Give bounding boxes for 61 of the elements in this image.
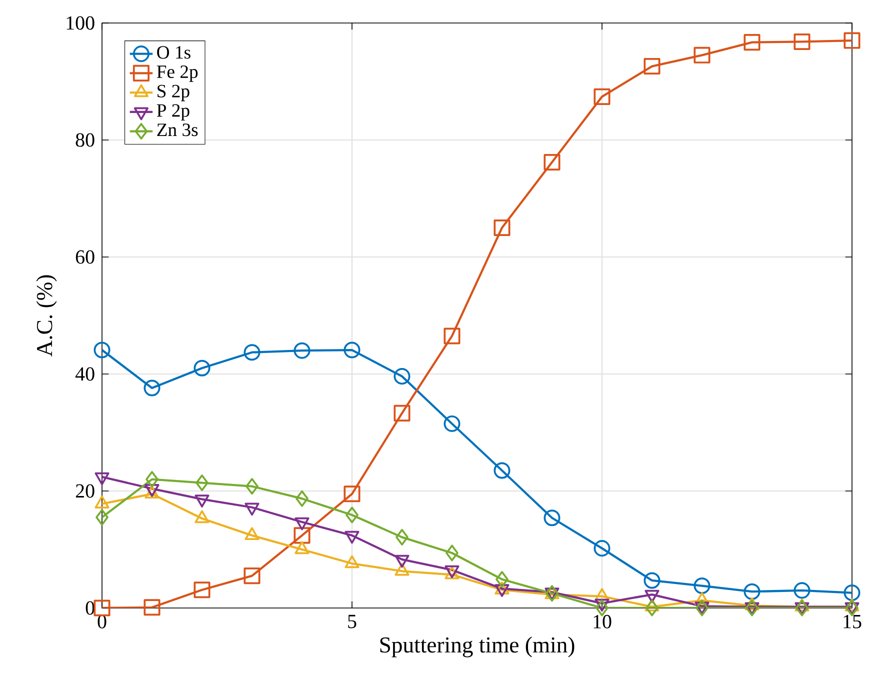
point	[644, 572, 660, 589]
point	[544, 154, 560, 170]
point	[544, 510, 560, 526]
x-tick-label: 10	[594, 614, 612, 628]
point	[496, 571, 508, 588]
point	[244, 568, 260, 584]
point	[546, 585, 558, 602]
point	[744, 34, 760, 51]
y-tick-label: 60	[76, 250, 94, 264]
point	[694, 46, 710, 64]
point	[144, 380, 160, 396]
point	[796, 600, 808, 616]
point	[244, 344, 260, 361]
legend-label: Fe 2p	[156, 66, 198, 82]
point	[394, 404, 410, 422]
point	[794, 33, 810, 50]
point	[594, 88, 610, 105]
point	[396, 528, 408, 546]
point	[746, 600, 758, 616]
point	[94, 600, 110, 616]
x-tick-label: 5	[348, 614, 356, 628]
y-tick-label: 80	[76, 133, 94, 147]
point	[844, 32, 860, 49]
point	[646, 600, 658, 616]
x-tick-label: 15	[844, 614, 862, 628]
point	[644, 58, 660, 75]
point	[794, 582, 810, 599]
point	[144, 599, 160, 616]
point	[294, 342, 310, 359]
y-axis-title: A.C. (%)	[36, 275, 57, 356]
point	[344, 342, 360, 358]
y-tick-label: 100	[66, 16, 94, 30]
legend-label: S 2p	[158, 84, 190, 102]
point	[294, 527, 310, 544]
point	[744, 583, 760, 600]
point	[194, 582, 210, 598]
point	[446, 544, 458, 562]
point	[494, 219, 510, 236]
point	[346, 506, 358, 524]
y-tick-label: 40	[75, 367, 94, 381]
point	[96, 509, 108, 526]
x-axis-title: Sputtering time (min)	[380, 636, 574, 658]
point	[394, 368, 410, 385]
point	[94, 342, 110, 358]
point	[344, 486, 360, 502]
point	[194, 360, 210, 376]
point	[296, 490, 308, 507]
point	[494, 462, 510, 479]
y-tick-label: 20	[76, 484, 94, 498]
point	[694, 577, 710, 594]
legend-label: P 2p	[156, 104, 190, 121]
point	[196, 474, 208, 492]
point	[444, 415, 460, 432]
point	[246, 478, 258, 495]
point	[444, 328, 460, 344]
point	[844, 584, 860, 602]
legend-label: Zn 3s	[157, 124, 198, 136]
y-tick-label: 0	[86, 601, 94, 615]
legend-label: O 1s	[157, 46, 190, 59]
point	[146, 471, 158, 488]
point	[594, 540, 610, 557]
